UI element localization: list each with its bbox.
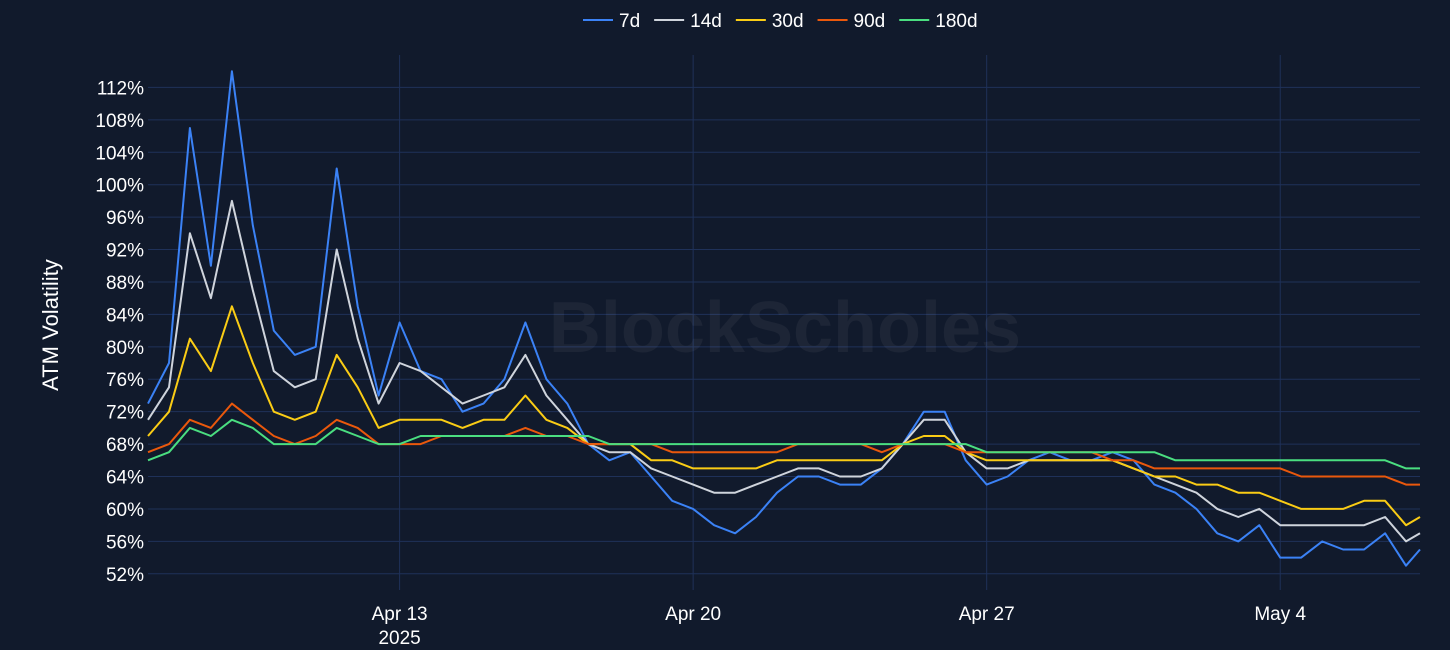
legend-label: 180d (935, 11, 977, 32)
y-tick-label: 112% (97, 78, 144, 99)
legend-item-180d[interactable]: 180d (899, 11, 978, 32)
x-tick-label: Apr 13 (372, 604, 428, 625)
y-axis-title: ATM Volatility (38, 259, 63, 391)
x-tick-year-label: 2025 (378, 628, 420, 649)
legend[interactable]: 7d 14d 30d 90d 180d (583, 11, 978, 32)
series-line-180d (147, 418, 1420, 470)
y-tick-label: 88% (106, 273, 144, 294)
grid (148, 55, 1420, 590)
watermark-logo: BlockScholes (549, 288, 1021, 368)
legend-item-30d[interactable]: 30d (735, 11, 804, 32)
y-tick-label: 92% (106, 241, 144, 262)
legend-item-90d[interactable]: 90d (817, 11, 886, 32)
series-line-7d (147, 70, 1421, 567)
y-tick-label: 80% (106, 338, 144, 359)
x-tick-label: Apr 20 (665, 604, 721, 625)
y-tick-label: 72% (106, 403, 144, 424)
y-tick-label: 68% (106, 435, 144, 456)
series-line-14d (147, 199, 1421, 543)
legend-label: 90d (854, 11, 886, 32)
y-tick-label: 108% (95, 111, 144, 132)
legend-item-14d[interactable]: 14d (654, 11, 722, 32)
y-tick-label: 100% (95, 176, 144, 197)
legend-label: 7d (619, 11, 640, 32)
y-tick-label: 96% (106, 208, 144, 229)
y-tick-label: 52% (106, 565, 144, 586)
y-tick-label: 104% (95, 143, 144, 164)
series-line-90d (147, 402, 1420, 486)
y-tick-label: 76% (106, 370, 144, 391)
x-axis-ticks: Apr 13 2025 Apr 20 Apr 27 May 4 (372, 604, 1307, 649)
legend-label: 14d (690, 11, 722, 32)
legend-item-7d[interactable]: 7d (583, 11, 640, 32)
series-line-30d (147, 305, 1421, 527)
y-tick-label: 64% (106, 468, 144, 489)
y-tick-label: 56% (106, 532, 144, 553)
y-tick-label: 60% (106, 500, 144, 521)
legend-label: 30d (772, 11, 804, 32)
x-tick-label: Apr 27 (959, 604, 1015, 625)
y-tick-label: 84% (106, 305, 144, 326)
x-tick-label: May 4 (1254, 604, 1306, 625)
y-axis-ticks: 52% 56% 60% 64% 68% 72% 76% 80% 84% 88% 92% 96% 100%… (95, 78, 144, 585)
series-lines (147, 70, 1421, 567)
